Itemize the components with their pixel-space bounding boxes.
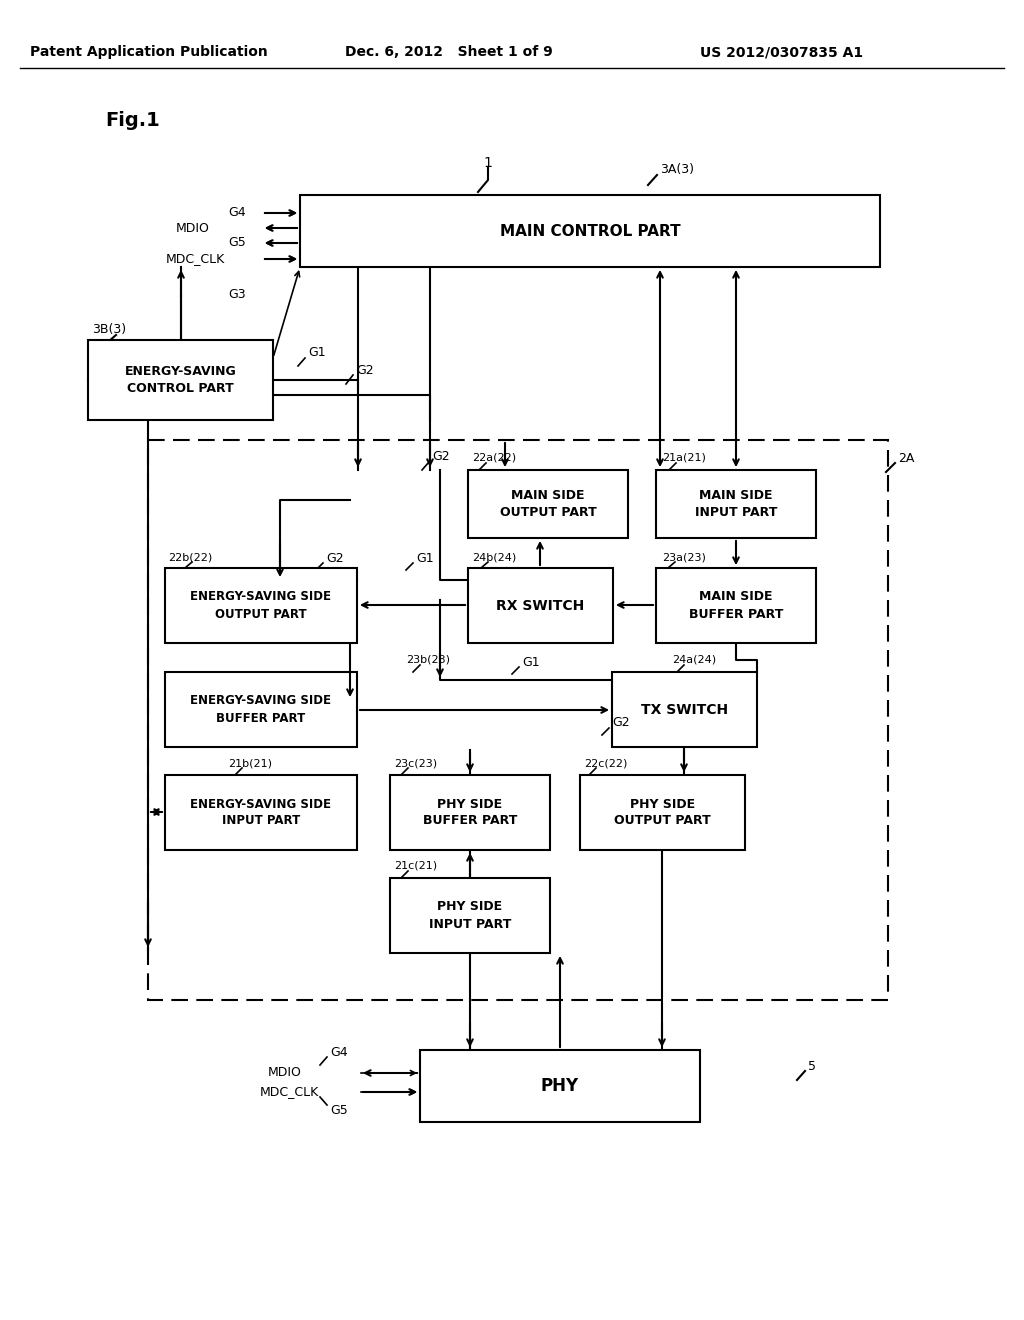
Text: PHY SIDE
BUFFER PART: PHY SIDE BUFFER PART (423, 797, 517, 828)
Bar (165, 672, 357, 747)
Text: MDC_CLK: MDC_CLK (260, 1085, 319, 1098)
Text: 1: 1 (483, 156, 493, 170)
Bar (390, 775, 550, 850)
Bar (656, 568, 816, 643)
Text: G2: G2 (432, 450, 450, 463)
Text: TX SWITCH: TX SWITCH (641, 702, 728, 717)
Text: 23a(23): 23a(23) (662, 552, 706, 562)
Text: MDIO: MDIO (176, 222, 210, 235)
Text: 5: 5 (808, 1060, 816, 1072)
Text: MDIO: MDIO (268, 1067, 302, 1080)
Text: G4: G4 (330, 1045, 347, 1059)
Text: MAIN SIDE
OUTPUT PART: MAIN SIDE OUTPUT PART (500, 488, 596, 519)
Text: 22a(22): 22a(22) (472, 453, 516, 463)
Text: G3: G3 (228, 289, 246, 301)
Text: G5: G5 (228, 236, 246, 249)
Bar (165, 568, 357, 643)
Text: 21a(21): 21a(21) (662, 453, 706, 463)
Text: G5: G5 (330, 1104, 348, 1117)
Text: 23c(23): 23c(23) (394, 758, 437, 768)
Text: G1: G1 (522, 656, 540, 668)
Text: 21b(21): 21b(21) (228, 758, 272, 768)
Text: Dec. 6, 2012   Sheet 1 of 9: Dec. 6, 2012 Sheet 1 of 9 (345, 45, 553, 59)
Text: G1: G1 (308, 346, 326, 359)
Bar (148, 440, 888, 1001)
Text: 3B(3): 3B(3) (92, 323, 126, 337)
Text: PHY: PHY (541, 1077, 579, 1096)
Text: ENERGY-SAVING SIDE
INPUT PART: ENERGY-SAVING SIDE INPUT PART (190, 797, 332, 828)
Text: RX SWITCH: RX SWITCH (497, 598, 585, 612)
Bar (468, 568, 613, 643)
Text: US 2012/0307835 A1: US 2012/0307835 A1 (700, 45, 863, 59)
Text: G2: G2 (612, 717, 630, 730)
Text: G1: G1 (416, 552, 433, 565)
Text: G2: G2 (326, 552, 344, 565)
Text: 23b(23): 23b(23) (406, 655, 450, 665)
Bar (390, 878, 550, 953)
Bar (656, 470, 816, 539)
Bar (468, 470, 628, 539)
Text: 21c(21): 21c(21) (394, 861, 437, 871)
Text: 22b(22): 22b(22) (168, 552, 212, 562)
Bar (420, 1049, 700, 1122)
Text: Fig.1: Fig.1 (105, 111, 160, 129)
Bar (88, 341, 273, 420)
Text: MAIN CONTROL PART: MAIN CONTROL PART (500, 223, 680, 239)
Text: Patent Application Publication: Patent Application Publication (30, 45, 267, 59)
Text: ENERGY-SAVING
CONTROL PART: ENERGY-SAVING CONTROL PART (125, 366, 237, 395)
Bar (300, 195, 880, 267)
Text: 3A(3): 3A(3) (660, 164, 694, 177)
Text: ENERGY-SAVING SIDE
OUTPUT PART: ENERGY-SAVING SIDE OUTPUT PART (190, 590, 332, 620)
Text: ENERGY-SAVING SIDE
BUFFER PART: ENERGY-SAVING SIDE BUFFER PART (190, 694, 332, 725)
Text: PHY SIDE
OUTPUT PART: PHY SIDE OUTPUT PART (614, 797, 711, 828)
Text: 2A: 2A (898, 451, 914, 465)
Text: G4: G4 (228, 206, 246, 219)
Text: MDC_CLK: MDC_CLK (166, 252, 225, 265)
Text: 24b(24): 24b(24) (472, 552, 516, 562)
Text: G2: G2 (356, 363, 374, 376)
Text: 24a(24): 24a(24) (672, 655, 716, 665)
Text: PHY SIDE
INPUT PART: PHY SIDE INPUT PART (429, 900, 511, 931)
Text: MAIN SIDE
INPUT PART: MAIN SIDE INPUT PART (695, 488, 777, 519)
Text: 22c(22): 22c(22) (584, 758, 628, 768)
Bar (580, 775, 745, 850)
Bar (612, 672, 757, 747)
Bar (165, 775, 357, 850)
Text: MAIN SIDE
BUFFER PART: MAIN SIDE BUFFER PART (689, 590, 783, 620)
